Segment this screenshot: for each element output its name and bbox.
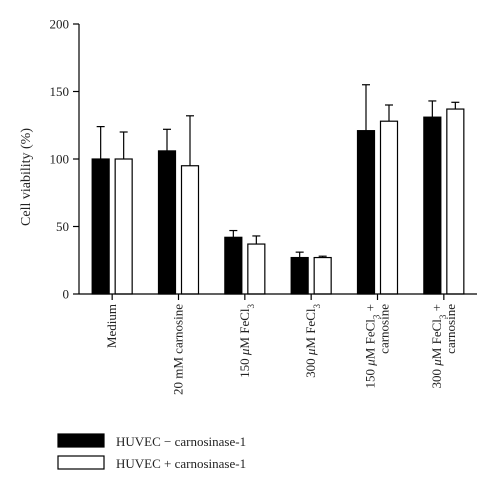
bar-series-2 <box>313 256 332 295</box>
legend-swatch-series-2 <box>57 455 105 470</box>
y-axis: 0 50 100 150 200 <box>50 17 80 302</box>
y-tick-label: 50 <box>56 219 69 234</box>
x-category-label: carnosine <box>377 304 392 354</box>
bars <box>91 84 465 295</box>
bar-series-1 <box>423 116 442 295</box>
y-tick-label: 100 <box>50 152 70 167</box>
bar-series-1 <box>91 158 110 295</box>
bar-series-1 <box>356 130 376 295</box>
x-category-label: 20 mM carnosine <box>171 304 186 395</box>
x-category-label: carnosine <box>443 304 458 354</box>
x-category-label: 300 μM FeCl3 + <box>429 304 448 388</box>
y-tick-label: 0 <box>63 287 70 302</box>
x-category-label: 150 μM FeCl3 + <box>363 304 382 388</box>
legend-swatch-series-1 <box>57 433 105 448</box>
bar-series-2 <box>247 243 266 295</box>
bar-series-2 <box>180 165 200 295</box>
bar-series-2 <box>379 120 399 295</box>
bar-series-2 <box>114 158 133 295</box>
legend: HUVEC − carnosinase-1 HUVEC + carnosinas… <box>57 433 246 471</box>
x-category-label: 150 μM FeCl3 <box>237 304 256 378</box>
y-tick-label: 150 <box>50 84 70 99</box>
legend-label-series-2: HUVEC + carnosinase-1 <box>116 456 246 471</box>
bar-series-1 <box>224 236 243 295</box>
legend-label-series-1: HUVEC − carnosinase-1 <box>116 434 246 449</box>
x-category-label: 300 μM FeCl3 <box>303 304 322 378</box>
bar-series-1 <box>290 256 309 295</box>
x-axis: Medium 20 mM carnosine 150 μM FeCl3 300 μM … <box>79 293 477 395</box>
y-axis-title: Cell viability (%) <box>19 128 34 226</box>
bar-series-2 <box>446 108 465 295</box>
bar-series-1 <box>157 150 177 295</box>
x-category-label: Medium <box>104 304 119 348</box>
y-tick-label: 200 <box>50 17 70 32</box>
